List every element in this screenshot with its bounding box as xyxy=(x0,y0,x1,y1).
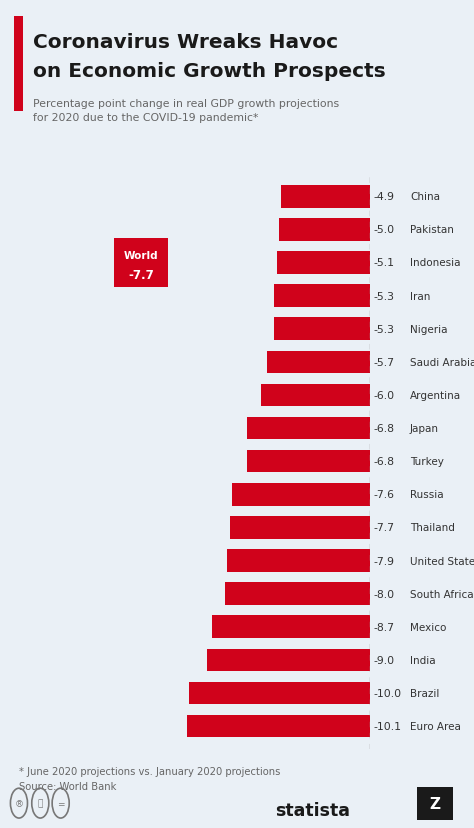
Bar xyxy=(279,219,370,241)
Text: Mexico: Mexico xyxy=(410,622,447,632)
Text: -6.8: -6.8 xyxy=(374,456,394,467)
Text: Nigeria: Nigeria xyxy=(410,325,447,335)
Text: -8.7: -8.7 xyxy=(374,622,394,632)
Text: Argentina: Argentina xyxy=(410,391,461,401)
Text: Japan: Japan xyxy=(410,424,439,434)
Text: Pakistan: Pakistan xyxy=(410,225,454,235)
Text: Iran: Iran xyxy=(410,291,430,301)
Text: ⓘ: ⓘ xyxy=(37,799,43,807)
Bar xyxy=(230,517,370,539)
Text: * June 2020 projections vs. January 2020 projections
Source: World Bank: * June 2020 projections vs. January 2020… xyxy=(19,766,280,791)
Text: -6.0: -6.0 xyxy=(374,391,394,401)
Bar xyxy=(274,285,370,307)
Text: Brazil: Brazil xyxy=(410,688,439,698)
Text: Thailand: Thailand xyxy=(410,522,455,532)
Text: -5.0: -5.0 xyxy=(374,225,394,235)
Text: -9.0: -9.0 xyxy=(374,655,394,665)
Bar xyxy=(266,351,370,373)
Text: =: = xyxy=(57,799,64,807)
Text: Percentage point change in real GDP growth projections
for 2020 due to the COVID: Percentage point change in real GDP grow… xyxy=(33,99,339,123)
Bar xyxy=(246,417,370,440)
Bar xyxy=(225,583,370,605)
Bar xyxy=(212,616,370,638)
Text: World: World xyxy=(124,251,158,261)
Text: -7.9: -7.9 xyxy=(374,556,394,566)
Bar xyxy=(261,384,370,407)
Bar xyxy=(232,484,370,506)
Text: -10.1: -10.1 xyxy=(374,721,401,731)
Text: statista: statista xyxy=(275,801,350,819)
Text: Turkey: Turkey xyxy=(410,456,444,467)
Text: -4.9: -4.9 xyxy=(374,192,394,202)
Text: -7.6: -7.6 xyxy=(374,489,394,499)
Text: -7.7: -7.7 xyxy=(374,522,394,532)
Bar xyxy=(277,252,370,274)
Text: Saudi Arabia: Saudi Arabia xyxy=(410,358,474,368)
Bar xyxy=(207,649,370,672)
Text: Coronavirus Wreaks Havoc: Coronavirus Wreaks Havoc xyxy=(33,33,338,52)
Text: China: China xyxy=(410,192,440,202)
Text: -6.8: -6.8 xyxy=(374,424,394,434)
Bar xyxy=(227,550,370,572)
Text: -7.7: -7.7 xyxy=(128,269,154,282)
Bar xyxy=(187,715,370,738)
Text: Indonesia: Indonesia xyxy=(410,258,461,268)
Text: -10.0: -10.0 xyxy=(374,688,401,698)
Bar xyxy=(189,682,370,705)
Text: ®: ® xyxy=(15,799,23,807)
Text: India: India xyxy=(410,655,436,665)
Text: Russia: Russia xyxy=(410,489,444,499)
Bar xyxy=(281,185,370,209)
Text: -5.7: -5.7 xyxy=(374,358,394,368)
Text: -5.1: -5.1 xyxy=(374,258,394,268)
Text: Euro Area: Euro Area xyxy=(410,721,461,731)
Text: -5.3: -5.3 xyxy=(374,325,394,335)
Text: -5.3: -5.3 xyxy=(374,291,394,301)
Text: South Africa: South Africa xyxy=(410,589,474,599)
Bar xyxy=(274,318,370,340)
Text: Z: Z xyxy=(429,796,441,811)
Text: -8.0: -8.0 xyxy=(374,589,394,599)
Text: on Economic Growth Prospects: on Economic Growth Prospects xyxy=(33,62,386,81)
Bar xyxy=(246,450,370,473)
Text: United States: United States xyxy=(410,556,474,566)
